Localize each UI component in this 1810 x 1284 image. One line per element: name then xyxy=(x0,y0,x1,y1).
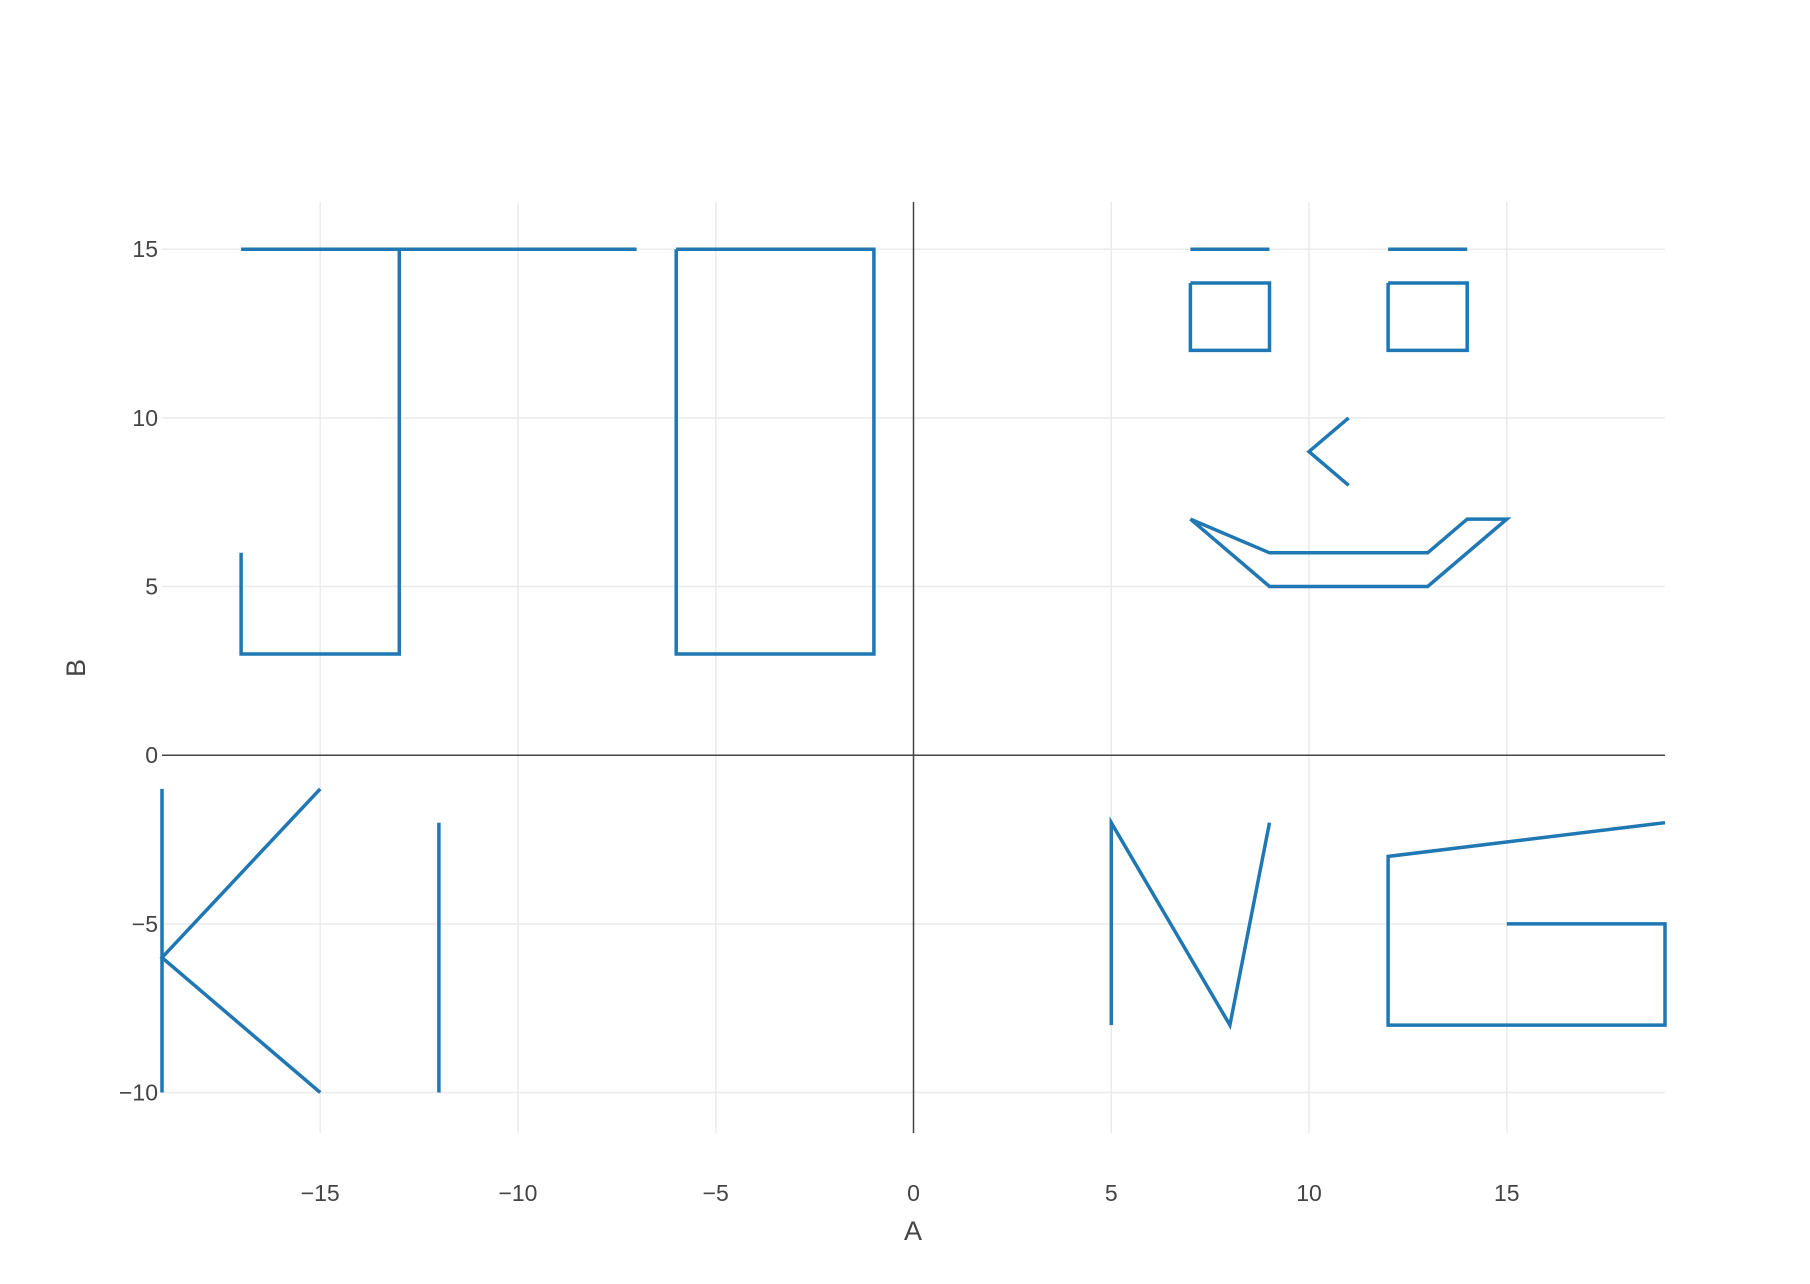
series-line-7 xyxy=(1386,281,1469,353)
x-tick-label: 5 xyxy=(1105,1180,1118,1206)
y-tick-label: −5 xyxy=(132,911,158,937)
series-line-14 xyxy=(1386,820,1667,1027)
x-tick-label: 10 xyxy=(1296,1180,1322,1206)
x-tick-label: 0 xyxy=(907,1180,920,1206)
x-tick-label: −15 xyxy=(301,1180,340,1206)
y-tick-label: −10 xyxy=(119,1080,158,1106)
series-line-9 xyxy=(1189,517,1512,589)
y-tick-label: 15 xyxy=(132,236,158,262)
y-axis-tick-labels: −10 −5 0 5 10 15 xyxy=(119,236,158,1105)
data-traces xyxy=(159,247,1667,1094)
y-tick-label: 10 xyxy=(132,405,158,431)
y-tick-label: 5 xyxy=(145,574,158,600)
x-tick-label: −5 xyxy=(703,1180,729,1206)
x-axis-title: A xyxy=(904,1216,922,1246)
x-axis-tick-labels: −15 −10 −5 0 5 10 15 xyxy=(301,1180,1520,1206)
series-line-13 xyxy=(1109,816,1272,1030)
series-line-11 xyxy=(159,787,322,1094)
x-tick-label: 15 xyxy=(1494,1180,1520,1206)
series-line-6 xyxy=(1188,281,1272,353)
y-tick-label: 0 xyxy=(145,742,158,768)
series-line-3 xyxy=(674,247,876,656)
x-tick-label: −10 xyxy=(498,1180,537,1206)
series-line-8 xyxy=(1306,416,1350,487)
y-axis-title: B xyxy=(61,659,91,677)
zero-lines xyxy=(162,202,1665,1133)
series-line-1 xyxy=(239,249,402,656)
